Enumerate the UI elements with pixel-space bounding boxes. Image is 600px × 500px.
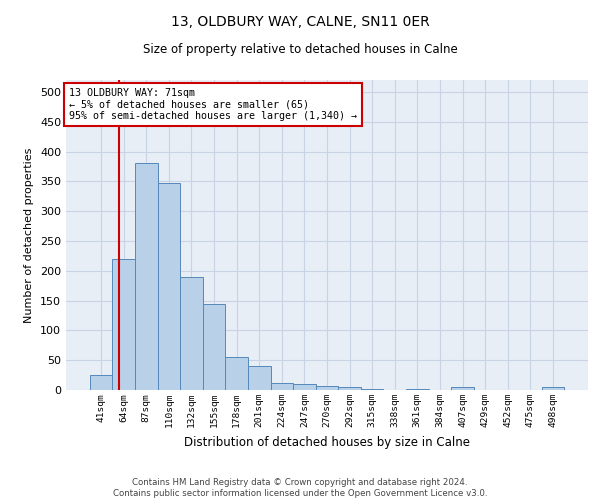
Bar (316, 386, 338, 390)
Text: 13, OLDBURY WAY, CALNE, SN11 0ER: 13, OLDBURY WAY, CALNE, SN11 0ER (170, 15, 430, 29)
Bar (203, 304, 226, 390)
Text: Contains HM Land Registry data © Crown copyright and database right 2024.
Contai: Contains HM Land Registry data © Crown c… (113, 478, 487, 498)
Bar (90, 375, 112, 390)
Bar (542, 387, 564, 390)
Bar (361, 389, 383, 390)
X-axis label: Distribution of detached houses by size in Calne: Distribution of detached houses by size … (184, 436, 470, 448)
Bar (180, 276, 203, 390)
Bar (293, 384, 316, 390)
Bar (226, 357, 248, 390)
Bar (158, 182, 180, 390)
Bar (135, 164, 158, 390)
Bar (406, 389, 428, 390)
Text: Size of property relative to detached houses in Calne: Size of property relative to detached ho… (143, 42, 457, 56)
Bar (451, 387, 474, 390)
Bar (248, 366, 271, 390)
Bar (112, 259, 135, 390)
Bar (271, 383, 293, 390)
Text: 13 OLDBURY WAY: 71sqm
← 5% of detached houses are smaller (65)
95% of semi-detac: 13 OLDBURY WAY: 71sqm ← 5% of detached h… (68, 88, 356, 121)
Bar (338, 387, 361, 390)
Y-axis label: Number of detached properties: Number of detached properties (25, 148, 34, 322)
